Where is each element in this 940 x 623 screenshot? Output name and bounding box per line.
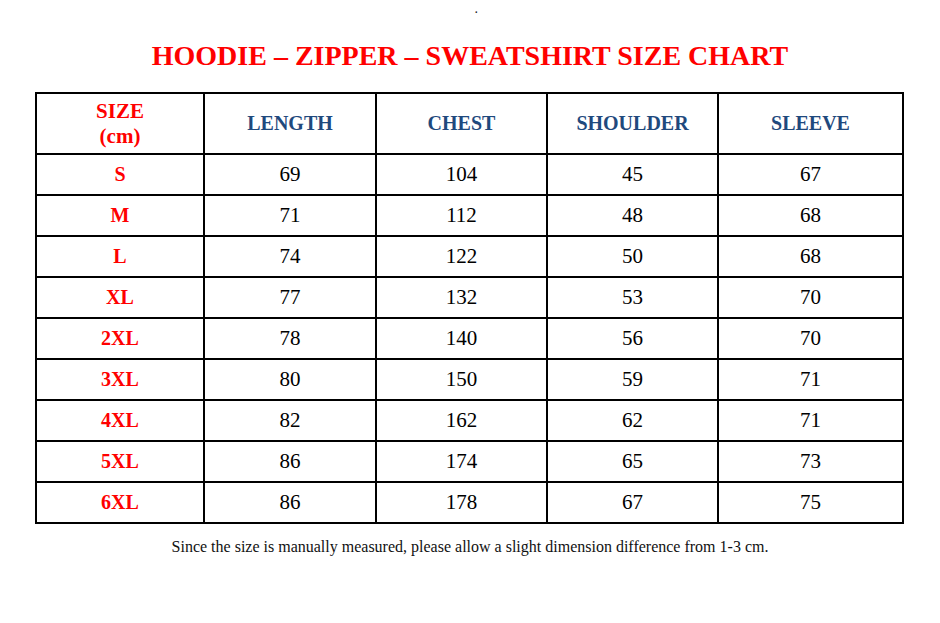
sleeve-value: 68 — [718, 195, 903, 236]
page-title: HOODIE – ZIPPER – SWEATSHIRT SIZE CHART — [0, 40, 940, 72]
size-label: S — [36, 154, 204, 195]
sleeve-value: 67 — [718, 154, 903, 195]
column-header-size: SIZE (cm) — [36, 93, 204, 154]
length-value: 69 — [204, 154, 376, 195]
length-value: 82 — [204, 400, 376, 441]
size-label: 4XL — [36, 400, 204, 441]
size-header-line1: SIZE — [37, 99, 203, 123]
size-label: 2XL — [36, 318, 204, 359]
size-header-line2: (cm) — [37, 124, 203, 148]
chest-value: 174 — [376, 441, 547, 482]
size-label: 3XL — [36, 359, 204, 400]
sleeve-value: 71 — [718, 359, 903, 400]
shoulder-value: 59 — [547, 359, 718, 400]
table-row: XL 77 132 53 70 — [36, 277, 903, 318]
table-row: 4XL 82 162 62 71 — [36, 400, 903, 441]
table-row: L 74 122 50 68 — [36, 236, 903, 277]
shoulder-value: 56 — [547, 318, 718, 359]
shoulder-value: 65 — [547, 441, 718, 482]
table-row: 5XL 86 174 65 73 — [36, 441, 903, 482]
column-header-shoulder: SHOULDER — [547, 93, 718, 154]
sleeve-value: 73 — [718, 441, 903, 482]
chest-value: 150 — [376, 359, 547, 400]
length-value: 80 — [204, 359, 376, 400]
size-label: 6XL — [36, 482, 204, 523]
length-value: 86 — [204, 441, 376, 482]
sleeve-value: 70 — [718, 277, 903, 318]
length-value: 77 — [204, 277, 376, 318]
chest-value: 140 — [376, 318, 547, 359]
sleeve-value: 68 — [718, 236, 903, 277]
table-row: S 69 104 45 67 — [36, 154, 903, 195]
shoulder-value: 53 — [547, 277, 718, 318]
size-label: L — [36, 236, 204, 277]
size-label: M — [36, 195, 204, 236]
sleeve-value: 70 — [718, 318, 903, 359]
table-row: 6XL 86 178 67 75 — [36, 482, 903, 523]
length-value: 86 — [204, 482, 376, 523]
measurement-disclaimer: Since the size is manually measured, ple… — [0, 538, 940, 556]
sleeve-value: 75 — [718, 482, 903, 523]
chest-value: 112 — [376, 195, 547, 236]
chest-value: 162 — [376, 400, 547, 441]
length-value: 78 — [204, 318, 376, 359]
chest-value: 132 — [376, 277, 547, 318]
column-header-sleeve: SLEEVE — [718, 93, 903, 154]
table-row: M 71 112 48 68 — [36, 195, 903, 236]
length-value: 74 — [204, 236, 376, 277]
table-header-row: SIZE (cm) LENGTH CHEST SHOULDER SLEEVE — [36, 93, 903, 154]
shoulder-value: 62 — [547, 400, 718, 441]
table-row: 2XL 78 140 56 70 — [36, 318, 903, 359]
length-value: 71 — [204, 195, 376, 236]
chest-value: 104 — [376, 154, 547, 195]
shoulder-value: 48 — [547, 195, 718, 236]
table-row: 3XL 80 150 59 71 — [36, 359, 903, 400]
shoulder-value: 50 — [547, 236, 718, 277]
shoulder-value: 67 — [547, 482, 718, 523]
size-chart-table: SIZE (cm) LENGTH CHEST SHOULDER SLEEVE S… — [35, 92, 904, 524]
top-page-mark: . — [475, 4, 478, 15]
chest-value: 122 — [376, 236, 547, 277]
size-label: XL — [36, 277, 204, 318]
column-header-length: LENGTH — [204, 93, 376, 154]
size-chart-page: { "page": { "top_mark": "." }, "title": … — [0, 0, 940, 623]
column-header-chest: CHEST — [376, 93, 547, 154]
sleeve-value: 71 — [718, 400, 903, 441]
size-label: 5XL — [36, 441, 204, 482]
shoulder-value: 45 — [547, 154, 718, 195]
chest-value: 178 — [376, 482, 547, 523]
